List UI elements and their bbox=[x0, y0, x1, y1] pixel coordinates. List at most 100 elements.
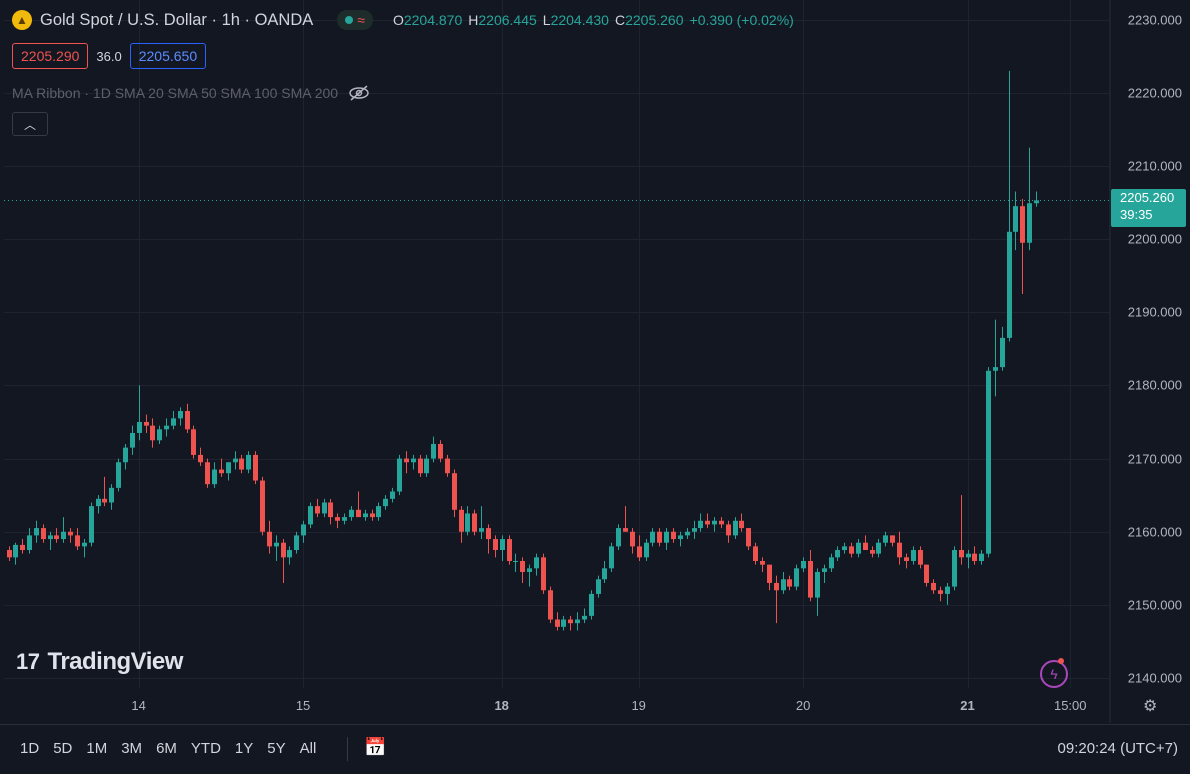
candle bbox=[363, 509, 368, 521]
collapse-legend-button[interactable]: ︿ bbox=[12, 112, 48, 136]
candle bbox=[513, 553, 518, 572]
candle-body bbox=[123, 447, 128, 463]
candle-body bbox=[68, 531, 73, 536]
candle-body bbox=[630, 531, 635, 547]
eye-off-icon[interactable] bbox=[348, 85, 370, 101]
candle-body bbox=[774, 582, 779, 591]
candle bbox=[452, 469, 457, 518]
symbol-title[interactable]: Gold Spot / U.S. Dollar · 1h · OANDA bbox=[40, 10, 314, 29]
candle bbox=[137, 385, 142, 441]
candle-body bbox=[945, 586, 950, 594]
candle bbox=[226, 462, 231, 481]
candle bbox=[198, 447, 203, 466]
candle bbox=[109, 484, 114, 510]
timeframe-1m[interactable]: 1M bbox=[86, 740, 108, 757]
price-tick-label: 2190.000 bbox=[1127, 304, 1182, 320]
candle-body bbox=[130, 432, 135, 448]
candle bbox=[178, 407, 183, 426]
candle bbox=[27, 528, 32, 554]
candle bbox=[102, 476, 107, 507]
timeframe-6m[interactable]: 6M bbox=[156, 740, 177, 757]
candle bbox=[527, 564, 532, 587]
candle-body bbox=[349, 509, 354, 518]
candle-body bbox=[966, 553, 971, 558]
price-tick-label: 2180.000 bbox=[1127, 377, 1182, 393]
tradingview-logo-icon: 17 bbox=[16, 649, 40, 674]
candle-body bbox=[239, 458, 244, 470]
candle bbox=[157, 425, 162, 444]
candle-body bbox=[7, 550, 12, 558]
timeframe-1d[interactable]: 1D bbox=[20, 740, 40, 757]
candle bbox=[164, 418, 169, 437]
candle bbox=[541, 553, 546, 594]
candle-body bbox=[876, 542, 881, 554]
candle-body bbox=[48, 535, 53, 540]
candle-body bbox=[370, 513, 375, 518]
candle-body bbox=[842, 546, 847, 551]
candle bbox=[130, 425, 135, 455]
candle bbox=[322, 498, 327, 518]
candle bbox=[54, 528, 59, 543]
candle bbox=[712, 517, 717, 532]
candle-body bbox=[96, 498, 101, 507]
candle-body bbox=[315, 506, 320, 514]
notification-dot bbox=[1058, 658, 1064, 664]
candle-body bbox=[178, 411, 183, 419]
time-tick-label: 15 bbox=[295, 698, 311, 713]
candle-body bbox=[637, 546, 642, 558]
timeframe-5y[interactable]: 5Y bbox=[267, 740, 286, 757]
candle-body bbox=[424, 458, 429, 474]
candle-body bbox=[486, 528, 491, 540]
candle-body bbox=[212, 469, 217, 485]
candle bbox=[315, 498, 320, 518]
buy-price-button[interactable]: 2205.650 bbox=[129, 43, 207, 69]
candle-body bbox=[952, 550, 957, 587]
timeframe-5d[interactable]: 5D bbox=[53, 740, 73, 757]
candle bbox=[7, 546, 12, 561]
candle-body bbox=[733, 520, 738, 536]
tradingview-watermark: 17 TradingView bbox=[16, 648, 183, 675]
candle bbox=[486, 524, 491, 554]
market-status-pill[interactable]: ≈ bbox=[337, 10, 373, 30]
chevron-up-icon: ︿ bbox=[23, 117, 36, 132]
candle bbox=[705, 513, 710, 529]
candle-body bbox=[61, 531, 66, 540]
time-tick-label: 20 bbox=[795, 698, 811, 713]
candle-body bbox=[705, 520, 710, 525]
candle-body bbox=[897, 542, 902, 558]
candle-body bbox=[185, 411, 190, 430]
sell-price-button[interactable]: 2205.290 bbox=[12, 43, 89, 69]
timeframe-ytd[interactable]: YTD bbox=[190, 740, 221, 757]
timeframe-all[interactable]: All bbox=[299, 740, 317, 757]
timeframe-1y[interactable]: 1Y bbox=[234, 740, 254, 757]
lightning-icon[interactable]: ϟ bbox=[1040, 660, 1068, 688]
candle bbox=[959, 495, 964, 565]
candle-body bbox=[465, 513, 470, 532]
candle bbox=[582, 608, 587, 624]
candle-body bbox=[993, 367, 998, 371]
candle bbox=[144, 414, 149, 433]
price-tick-label: 2200.000 bbox=[1127, 231, 1182, 247]
candle-body bbox=[137, 422, 142, 433]
time-tick-label: 21 bbox=[960, 698, 975, 713]
candle bbox=[335, 513, 340, 529]
indicator-legend[interactable]: MA Ribbon · 1D SMA 20 SMA 50 SMA 100 SMA… bbox=[12, 85, 370, 101]
candle-body bbox=[246, 454, 251, 470]
candle-body bbox=[459, 509, 464, 532]
quote-panel: 2205.290 36.0 2205.650 bbox=[12, 43, 207, 69]
candle-body bbox=[815, 571, 820, 598]
candle bbox=[801, 557, 806, 572]
time-tick-label: 19 bbox=[631, 698, 646, 713]
candle-body bbox=[219, 469, 224, 474]
calendar-range-icon[interactable]: 📅 bbox=[364, 737, 387, 757]
candle bbox=[575, 612, 580, 631]
gear-icon[interactable]: ⚙ bbox=[1143, 698, 1158, 715]
candle-body bbox=[20, 544, 25, 551]
candle bbox=[945, 582, 950, 605]
clock-timezone[interactable]: 09:20:24 (UTC+7) bbox=[1057, 740, 1178, 757]
timeframe-3m[interactable]: 3M bbox=[121, 740, 143, 757]
candle-body bbox=[267, 531, 272, 547]
candle-body bbox=[171, 418, 176, 426]
candle bbox=[205, 458, 210, 488]
